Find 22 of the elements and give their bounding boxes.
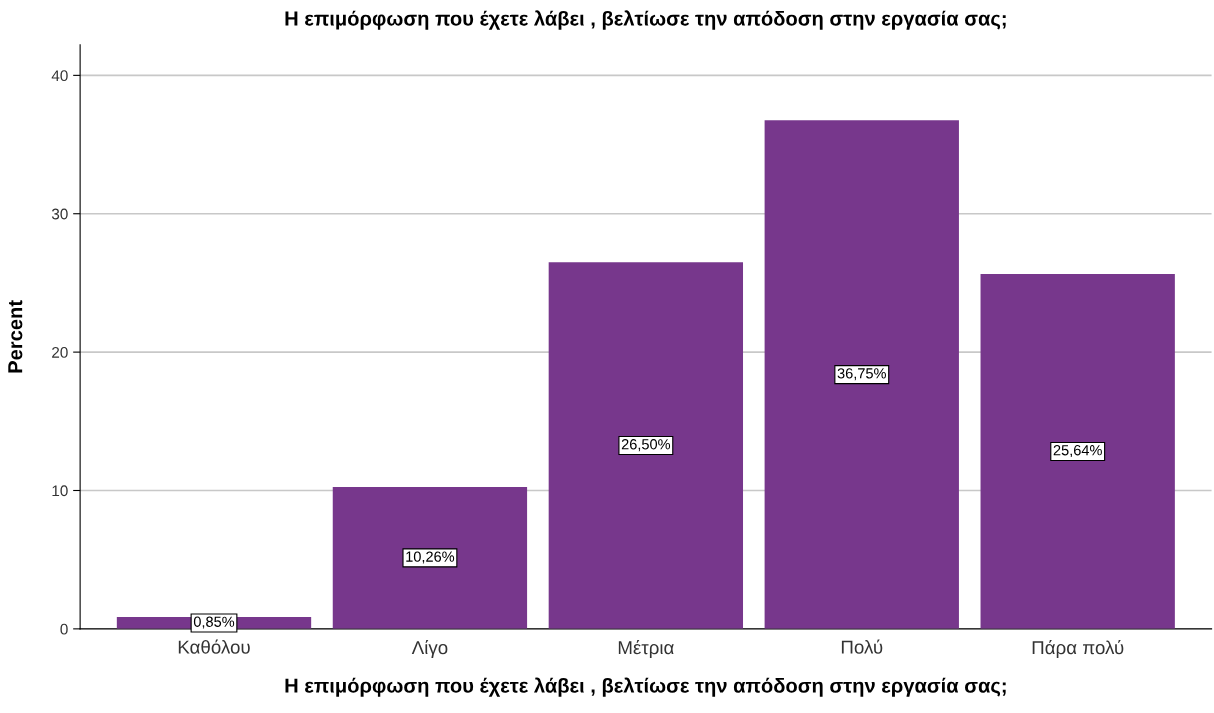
x-axis-title: Η επιμόρφωση που έχετε λάβει , βελτίωσε την απόδοση στην εργασία σας; <box>285 677 1006 697</box>
y-tick-label: 40 <box>51 70 68 82</box>
data-label: 26,50% <box>621 439 671 452</box>
chart-title: Η επιμόρφωση που έχετε λάβει , βελτίωσε την απόδοση στην εργασία σας; <box>285 10 1006 30</box>
x-tick-label: Λίγο <box>411 639 448 658</box>
x-tick-label: Πολύ <box>841 639 883 654</box>
data-label: 10,26% <box>406 551 455 564</box>
x-tick-label: Πάρα πολύ <box>1032 639 1124 658</box>
bar <box>548 262 744 629</box>
y-tick-label: 30 <box>51 208 68 220</box>
y-axis-title: Percent <box>8 300 23 373</box>
y-tick-label: 10 <box>52 485 68 497</box>
bar <box>332 486 528 629</box>
data-label: 25,64% <box>1053 445 1102 458</box>
data-label: 0,85% <box>193 616 235 629</box>
y-tick-label: 20 <box>52 346 68 358</box>
x-tick-label: Μέτρια <box>618 639 674 658</box>
bar <box>980 274 1175 629</box>
y-tick-label: 0 <box>60 623 68 635</box>
x-tick-label: Καθόλου <box>178 639 250 654</box>
data-label: 36,75% <box>837 368 886 381</box>
bar <box>764 120 959 629</box>
